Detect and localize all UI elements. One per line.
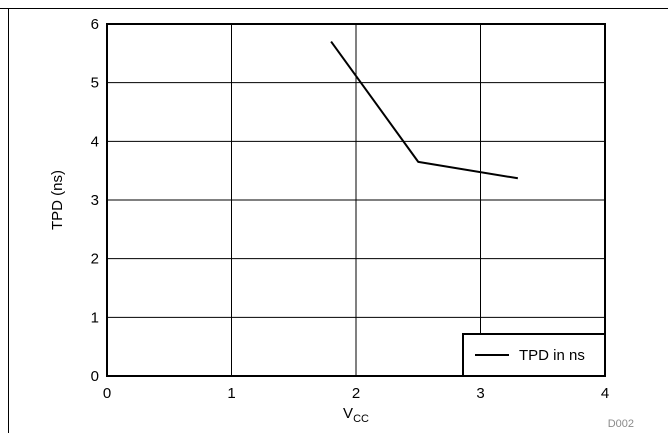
x-axis-title-main: V <box>343 405 353 422</box>
plot-frame <box>106 23 606 377</box>
x-tick-label-1: 1 <box>227 385 235 402</box>
y-tick-labels: 0 1 2 3 4 5 6 <box>91 16 99 385</box>
x-tick-label-0: 0 <box>103 385 111 402</box>
x-tick-label-4: 4 <box>601 385 609 402</box>
series-line-0 <box>330 41 519 180</box>
legend-label-0: TPD in ns <box>519 347 585 364</box>
y-tick-label-4: 4 <box>91 133 99 150</box>
y-axis-title: TPD (ns) <box>49 170 66 230</box>
y-tick-label-2: 2 <box>91 251 99 268</box>
x-tick-labels: 0 1 2 3 4 <box>103 385 609 402</box>
data-series <box>330 41 519 180</box>
y-tick-label-5: 5 <box>91 75 99 92</box>
y-tick-label-6: 6 <box>91 16 99 33</box>
y-tick-label-1: 1 <box>91 309 99 326</box>
y-tick-label-3: 3 <box>91 192 99 209</box>
x-axis-title-subscript: CC <box>353 413 369 425</box>
figure-code: D002 <box>608 418 634 430</box>
x-axis-title: VCC <box>343 405 369 425</box>
x-tick-label-2: 2 <box>352 385 360 402</box>
legend: TPD in ns <box>462 333 606 377</box>
x-tick-label-3: 3 <box>476 385 484 402</box>
y-tick-label-0: 0 <box>91 368 99 385</box>
